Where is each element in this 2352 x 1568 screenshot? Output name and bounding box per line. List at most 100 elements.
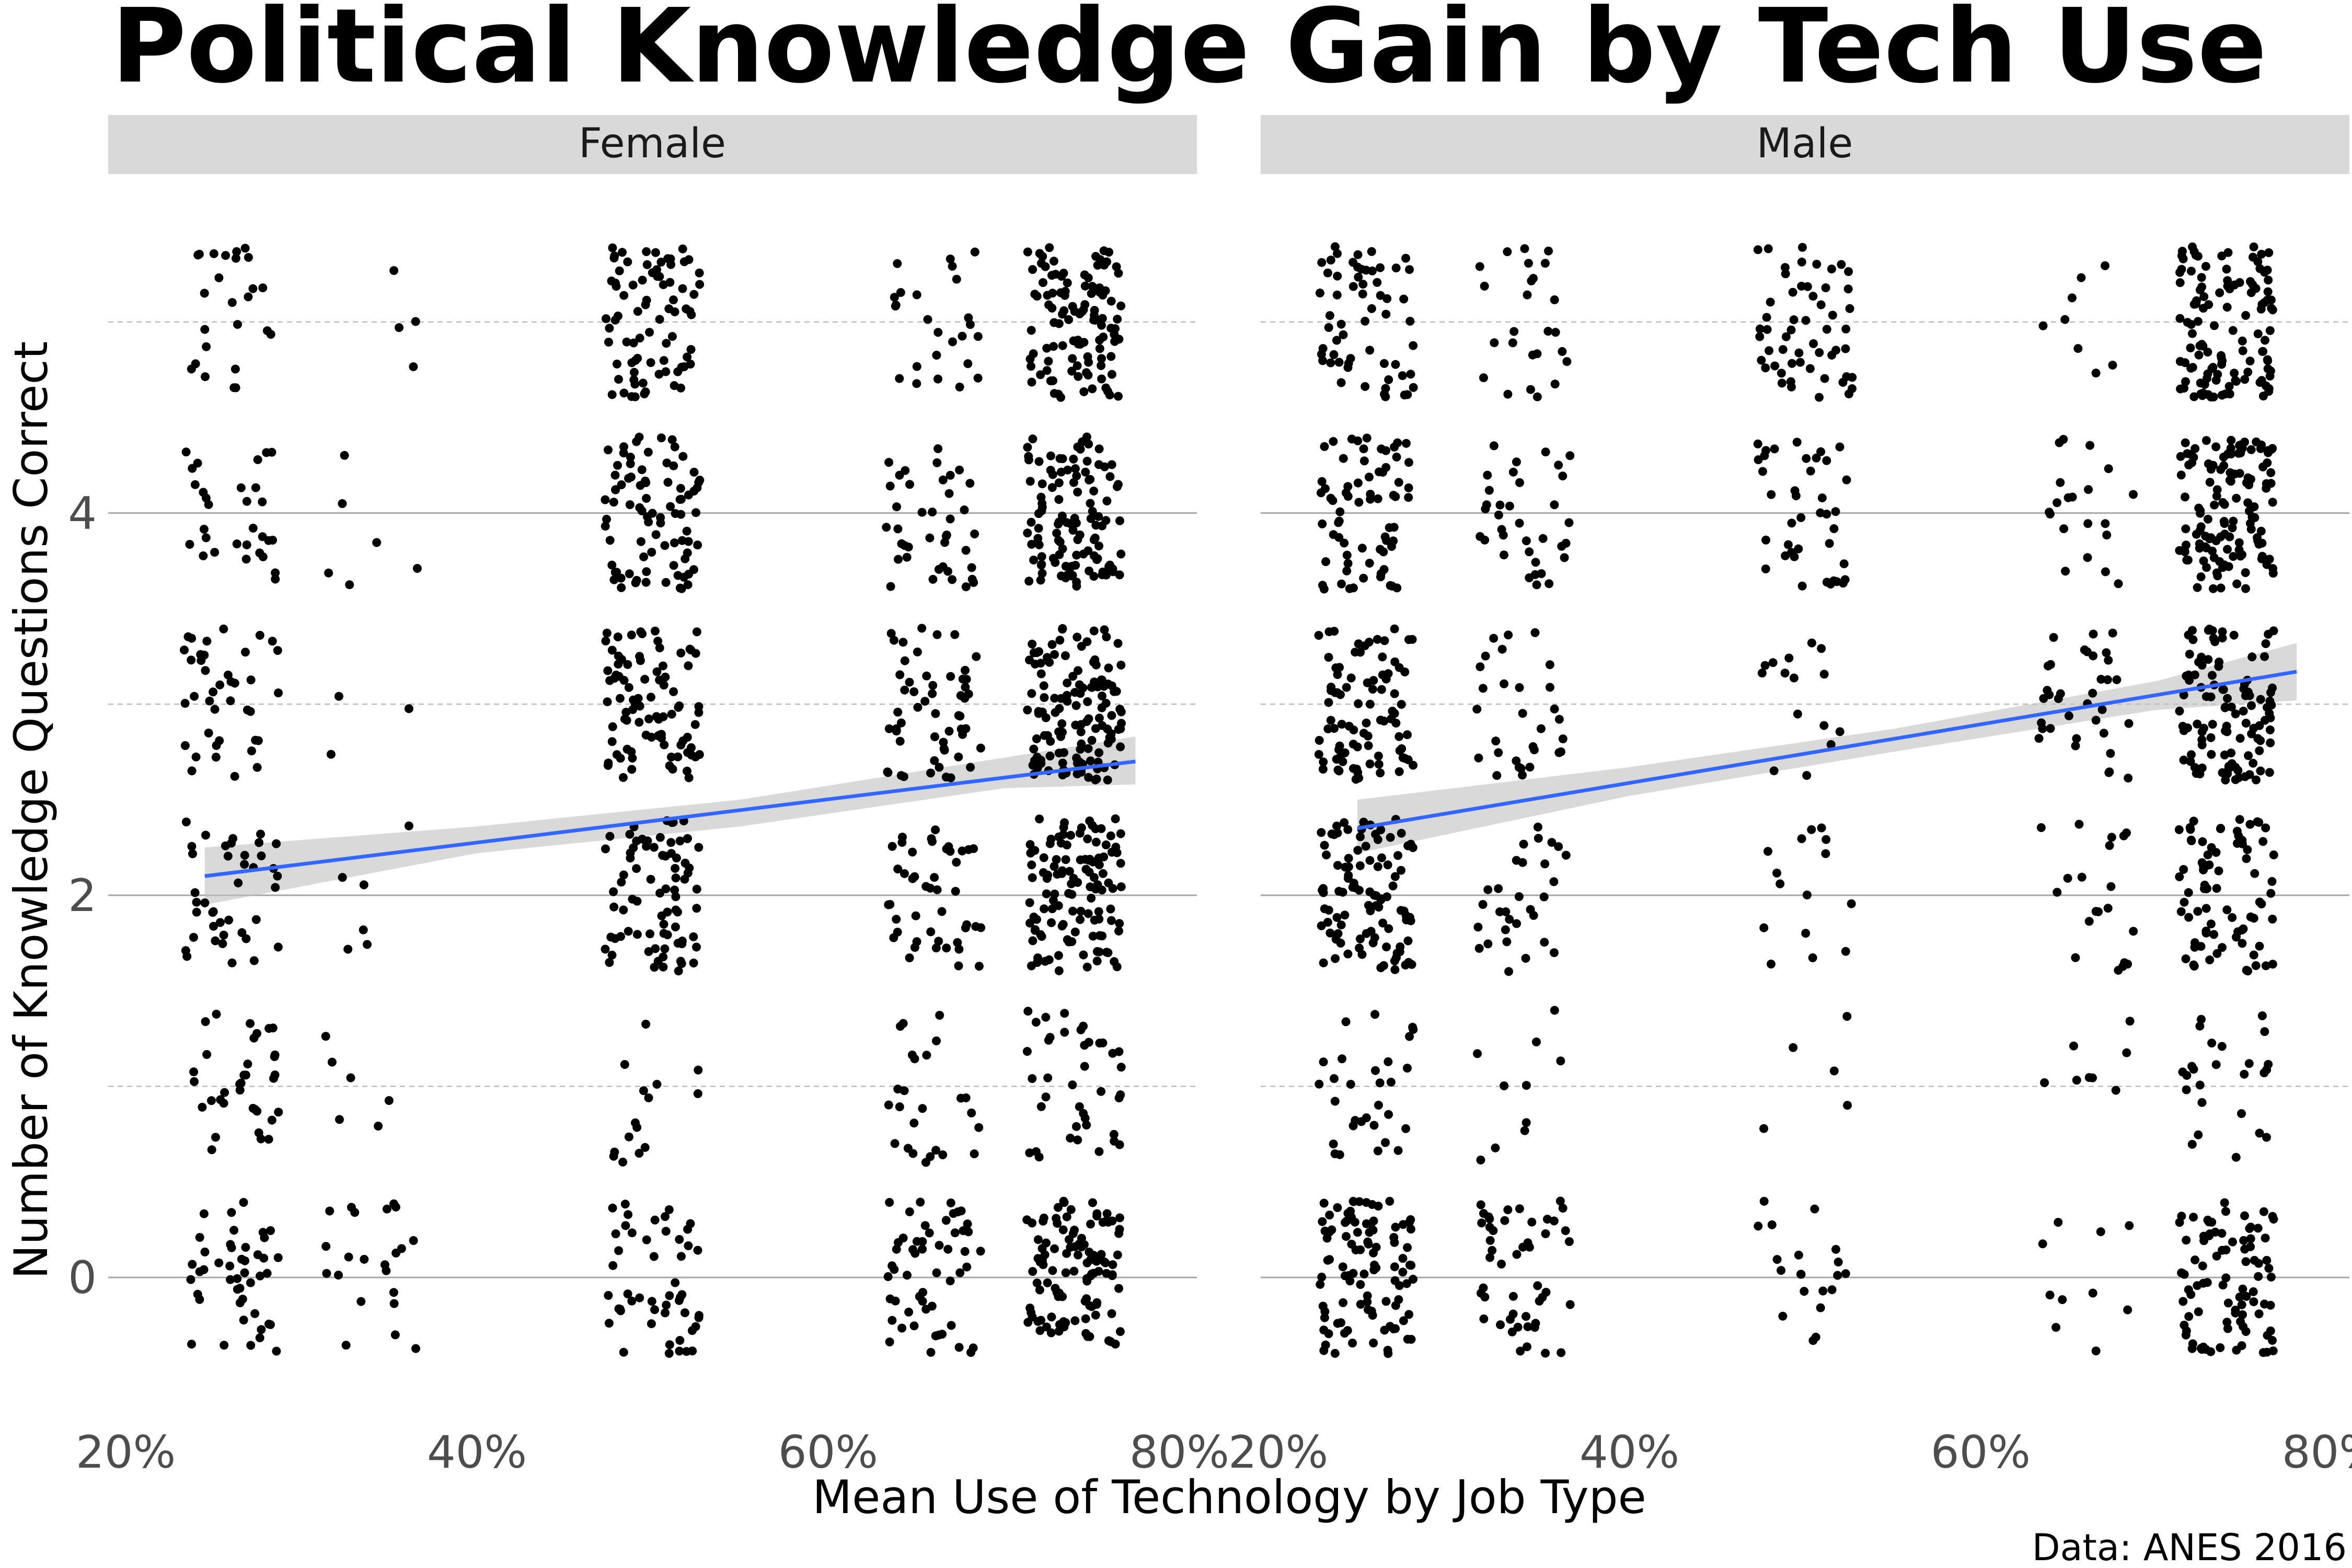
- data-point: [2237, 1341, 2246, 1351]
- data-point: [2205, 955, 2215, 964]
- data-point: [1390, 657, 1400, 666]
- data-point: [1088, 384, 1097, 394]
- regression-line: [1357, 670, 2297, 831]
- data-point: [2105, 841, 2114, 850]
- data-point: [1098, 1218, 1108, 1227]
- data-point: [2264, 248, 2274, 257]
- data-point: [1533, 1281, 1542, 1290]
- data-point: [191, 752, 201, 762]
- data-point: [670, 538, 679, 548]
- data-point: [624, 683, 633, 692]
- data-point: [1343, 949, 1353, 959]
- data-point: [1397, 866, 1405, 875]
- data-point: [900, 869, 909, 878]
- data-point: [1520, 244, 1529, 253]
- data-point: [641, 578, 651, 587]
- data-point: [2221, 1273, 2231, 1283]
- data-point: [925, 533, 935, 543]
- data-point: [1778, 1311, 1788, 1321]
- data-point: [1039, 681, 1048, 690]
- data-point: [2046, 724, 2055, 733]
- data-point: [382, 1204, 391, 1214]
- data-point: [1321, 557, 1331, 567]
- data-point: [2072, 1076, 2081, 1085]
- data-point: [1326, 358, 1335, 367]
- data-point: [895, 670, 905, 679]
- data-point: [1050, 1244, 1059, 1253]
- data-point: [1106, 904, 1115, 914]
- data-point: [1043, 870, 1053, 880]
- data-point: [1362, 718, 1371, 728]
- data-point: [2196, 1344, 2206, 1353]
- data-point: [1403, 1064, 1412, 1073]
- data-point: [650, 1305, 659, 1315]
- data-point: [610, 316, 620, 325]
- data-point: [926, 927, 936, 937]
- data-point: [2253, 1224, 2263, 1233]
- data-point: [1371, 1066, 1380, 1075]
- data-point: [2210, 500, 2219, 510]
- data-point: [2106, 749, 2115, 758]
- data-point: [1028, 1267, 1037, 1276]
- data-point: [1476, 1155, 1485, 1165]
- data-point: [2255, 264, 2265, 273]
- data-point: [1048, 470, 1057, 479]
- data-point: [1039, 1216, 1048, 1226]
- data-point: [1479, 373, 1488, 383]
- data-point: [1549, 877, 1559, 886]
- data-point: [1103, 775, 1112, 785]
- data-point: [1072, 578, 1081, 587]
- data-point: [695, 750, 704, 759]
- data-point: [646, 874, 655, 884]
- data-point: [1772, 868, 1782, 878]
- data-point: [1113, 480, 1123, 489]
- data-point: [642, 260, 652, 269]
- data-point: [608, 1203, 617, 1213]
- data-point: [1115, 1327, 1125, 1336]
- data-point: [1089, 572, 1099, 581]
- data-point: [190, 1077, 199, 1086]
- data-point: [1547, 838, 1557, 847]
- data-point: [1374, 1101, 1383, 1110]
- data-point: [1091, 521, 1101, 530]
- data-point: [1375, 1078, 1385, 1088]
- data-point: [1344, 874, 1353, 883]
- data-point: [659, 962, 668, 972]
- data-point: [1532, 1037, 1541, 1046]
- data-point: [1086, 499, 1095, 508]
- data-point: [1479, 1209, 1488, 1218]
- data-point: [2199, 292, 2209, 302]
- data-point: [1044, 356, 1053, 366]
- data-point: [675, 836, 685, 846]
- data-point: [604, 758, 613, 768]
- data-point: [1116, 829, 1125, 838]
- data-point: [2216, 1343, 2225, 1352]
- data-point: [2188, 1339, 2197, 1348]
- data-point: [1335, 507, 1345, 516]
- data-point: [676, 1252, 686, 1261]
- data-point: [181, 447, 191, 457]
- data-point: [2246, 912, 2255, 921]
- data-point: [1393, 851, 1403, 860]
- data-point: [2189, 816, 2198, 826]
- data-point: [2209, 930, 2219, 939]
- data-point: [952, 274, 961, 284]
- data-point: [1385, 523, 1394, 532]
- data-point: [200, 289, 209, 298]
- data-point: [613, 632, 622, 642]
- data-point: [650, 963, 659, 972]
- data-point: [1323, 918, 1332, 927]
- data-point: [694, 1311, 704, 1320]
- data-point: [1046, 1328, 1056, 1338]
- data-point: [2181, 524, 2190, 534]
- data-point: [948, 261, 957, 271]
- data-point: [1089, 873, 1099, 882]
- data-point: [892, 727, 901, 736]
- data-point: [1807, 825, 1816, 834]
- data-point: [271, 574, 280, 584]
- data-point: [885, 900, 895, 909]
- data-point: [1336, 920, 1346, 930]
- data-point: [1818, 1286, 1828, 1296]
- data-point: [1089, 487, 1099, 495]
- data-point: [606, 932, 616, 942]
